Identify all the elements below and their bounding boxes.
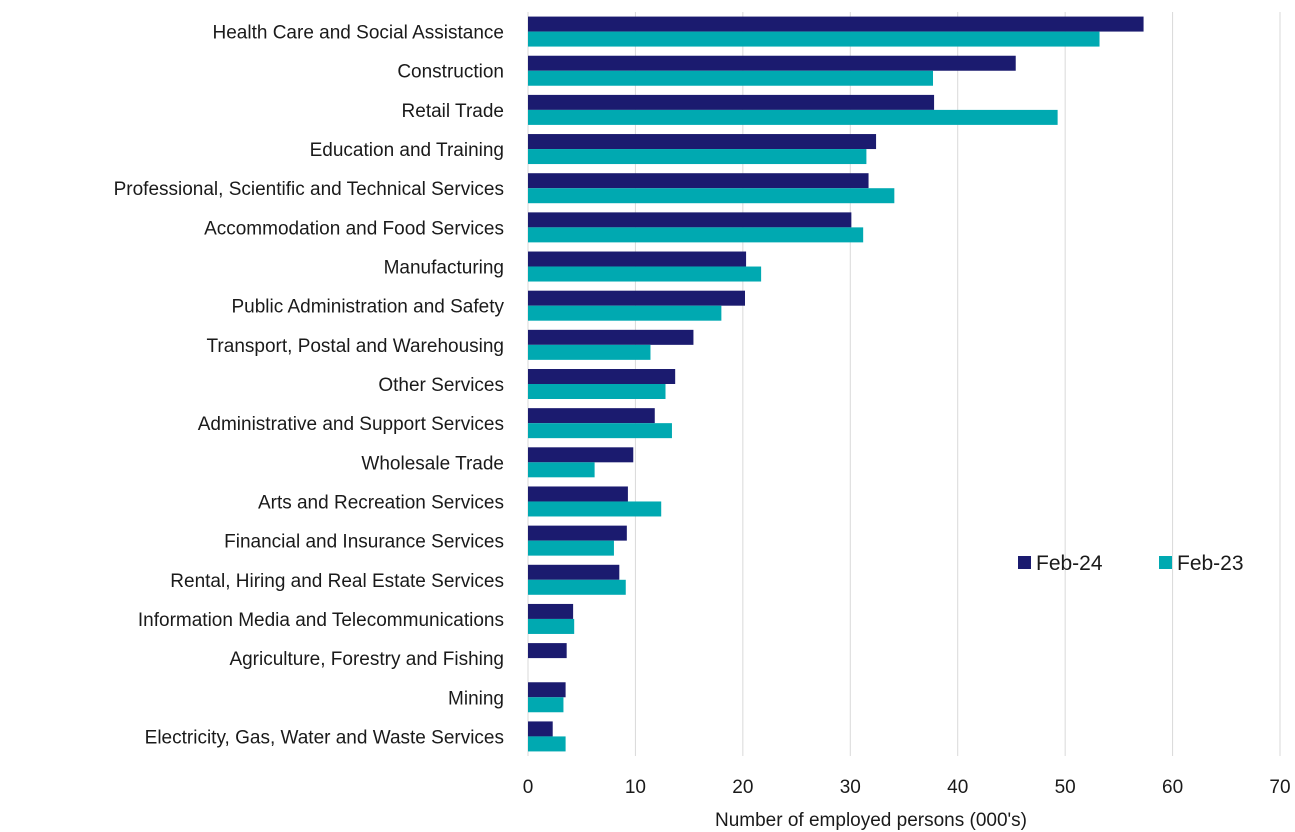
bar-feb-23-12 [528, 501, 662, 517]
bar-feb-24-5 [528, 212, 852, 228]
bar-feb-24-16 [528, 643, 567, 659]
bar-feb-23-6 [528, 266, 762, 282]
bar-feb-23-18 [528, 736, 566, 752]
category-label: Health Care and Social Assistance [213, 23, 505, 44]
bar-feb-24-15 [528, 603, 574, 619]
bar-feb-23-13 [528, 540, 614, 556]
bar-feb-24-9 [528, 369, 676, 384]
bar-feb-24-11 [528, 447, 634, 463]
x-tick-label: 0 [523, 777, 534, 798]
legend-label: Feb-24 [1036, 552, 1103, 575]
bar-feb-24-6 [528, 251, 747, 267]
bar-feb-24-13 [528, 525, 627, 541]
bar-feb-24-1 [528, 55, 1016, 71]
category-label: Arts and Recreation Services [258, 492, 504, 513]
category-label: Professional, Scientific and Technical S… [114, 179, 504, 200]
bar-feb-23-11 [528, 462, 595, 478]
bar-feb-24-18 [528, 721, 553, 737]
category-label: Public Administration and Safety [232, 297, 505, 318]
bar-feb-23-5 [528, 227, 864, 243]
bar-feb-23-14 [528, 579, 626, 595]
category-label: Education and Training [310, 140, 504, 161]
x-tick-label: 50 [1055, 777, 1076, 798]
category-label: Electricity, Gas, Water and Waste Servic… [145, 727, 504, 748]
bar-feb-23-7 [528, 305, 722, 321]
category-label: Wholesale Trade [361, 453, 504, 474]
category-label: Retail Trade [402, 101, 504, 122]
bar-feb-23-2 [528, 109, 1058, 125]
bar-feb-24-7 [528, 290, 746, 306]
bar-feb-23-15 [528, 618, 575, 634]
bar-feb-23-9 [528, 384, 666, 399]
bar-feb-23-4 [528, 188, 895, 204]
bar-feb-23-10 [528, 423, 672, 439]
legend-label: Feb-23 [1177, 552, 1244, 575]
category-label: Financial and Insurance Services [224, 532, 504, 553]
x-tick-label: 30 [840, 777, 861, 798]
bar-feb-24-12 [528, 486, 628, 502]
category-label: Administrative and Support Services [198, 414, 504, 435]
category-label: Accommodation and Food Services [204, 218, 504, 239]
x-tick-label: 10 [625, 777, 646, 798]
bar-feb-23-0 [528, 31, 1100, 47]
x-tick-labels: 0 10 20 30 40 50 60 70 [523, 777, 1291, 798]
x-axis-title: Number of employed persons (000's) [715, 810, 1027, 831]
x-tick-label: 60 [1162, 777, 1183, 798]
category-label: Agriculture, Forestry and Fishing [229, 649, 504, 670]
legend: Feb-24 Feb-23 [1018, 552, 1244, 575]
x-tick-label: 20 [732, 777, 753, 798]
x-tick-label: 40 [947, 777, 968, 798]
bar-feb-24-3 [528, 134, 877, 150]
bar-feb-23-1 [528, 70, 934, 86]
legend-swatch-feb-23 [1159, 556, 1172, 569]
bar-feb-23-3 [528, 149, 867, 165]
category-label: Construction [397, 62, 504, 83]
bar-feb-24-0 [528, 16, 1144, 32]
category-labels: Health Care and Social Assistance Constru… [114, 23, 505, 749]
bar-feb-24-8 [528, 329, 694, 345]
category-label: Information Media and Telecommunications [138, 610, 504, 631]
x-tick-label: 70 [1269, 777, 1290, 798]
category-label: Rental, Hiring and Real Estate Services [170, 571, 504, 592]
bar-feb-23-8 [528, 344, 651, 360]
category-label: Mining [448, 688, 504, 709]
category-label: Other Services [378, 375, 504, 396]
category-label: Manufacturing [384, 258, 504, 279]
bar-feb-24-14 [528, 564, 620, 580]
bar-feb-24-10 [528, 408, 655, 424]
bar-feb-24-17 [528, 682, 566, 698]
bar-feb-24-2 [528, 94, 935, 110]
legend-swatch-feb-24 [1018, 556, 1031, 569]
bars [528, 16, 1144, 752]
bar-feb-23-17 [528, 697, 564, 713]
category-label: Transport, Postal and Warehousing [207, 336, 504, 357]
bar-feb-24-4 [528, 173, 869, 189]
